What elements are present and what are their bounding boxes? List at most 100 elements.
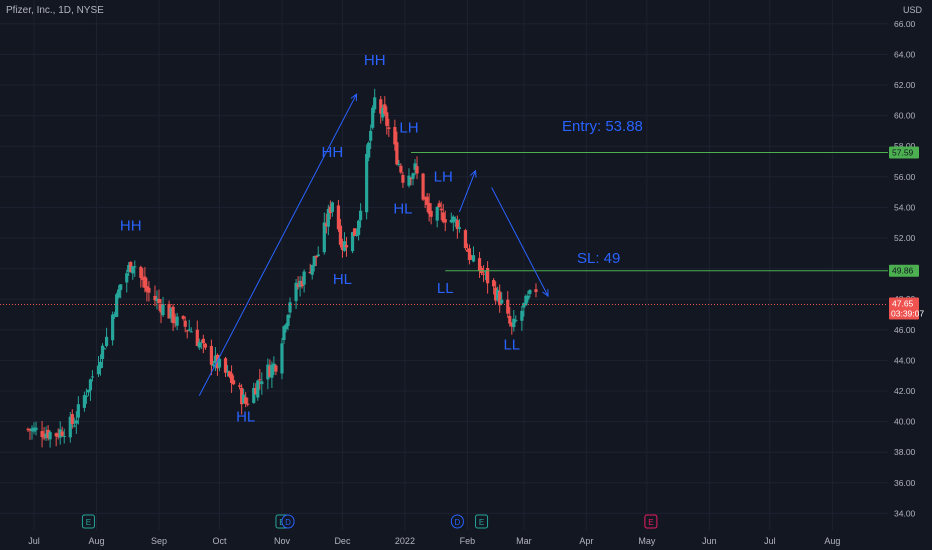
pivot-label-lh: LH <box>399 119 418 136</box>
candle-body <box>139 266 143 278</box>
symbol-title[interactable]: Pfizer, Inc., 1D, NYSE <box>6 5 104 16</box>
candle-body <box>330 202 334 212</box>
candle-body <box>471 255 476 262</box>
candle-body <box>56 433 60 437</box>
candle-body <box>481 273 486 275</box>
x-tick-label: Aug <box>824 536 840 546</box>
candle-body <box>465 249 470 252</box>
candle-body <box>354 234 359 236</box>
candle-body <box>411 173 415 179</box>
entry-price-label: 57.59 <box>892 147 914 157</box>
candle-body <box>379 99 383 114</box>
candle-body <box>373 97 377 110</box>
candle-body <box>197 342 201 348</box>
candle-body <box>74 420 78 424</box>
candle-body <box>252 388 256 403</box>
candle-body <box>512 318 516 328</box>
candle-body <box>510 323 514 327</box>
candle-body <box>369 130 373 141</box>
candle-body <box>227 371 232 377</box>
candle-body <box>260 381 264 385</box>
dividend-icon <box>450 514 464 529</box>
x-tick-label: Jul <box>28 536 40 546</box>
candle-body <box>217 358 222 368</box>
candle-body <box>328 206 332 213</box>
candle-body <box>102 348 107 350</box>
candle-body <box>356 220 361 236</box>
candle-body <box>383 104 387 114</box>
candle-body <box>409 178 413 180</box>
candle-body <box>34 427 38 431</box>
candle-body <box>203 343 207 348</box>
candle-body <box>258 379 262 381</box>
candle-body <box>145 286 149 292</box>
candle-body <box>415 166 419 174</box>
candle-body <box>54 433 58 437</box>
candle-body <box>62 436 66 438</box>
candle-body <box>143 276 147 288</box>
candle-body <box>40 431 44 437</box>
candle-body <box>326 208 330 227</box>
candle-body <box>524 295 528 306</box>
y-tick-label: 34.00 <box>894 508 916 518</box>
candle-body <box>350 232 355 252</box>
candle-body <box>274 365 278 372</box>
candle-body <box>223 358 228 373</box>
candle-body <box>187 329 191 331</box>
candle-body <box>371 107 375 128</box>
candle-body <box>90 376 95 378</box>
candle-body <box>58 429 62 438</box>
candle-body <box>393 127 397 145</box>
candle-body <box>201 338 205 343</box>
candle-body <box>506 299 510 314</box>
candle-body <box>211 364 216 366</box>
bounce-arrow-head <box>470 169 477 178</box>
last-price-label-bg <box>889 297 919 320</box>
candle-body <box>413 163 417 170</box>
candle-body <box>457 227 461 229</box>
candle-body <box>213 355 218 364</box>
candle-body <box>340 241 345 251</box>
pivot-label-hh: HH <box>364 52 386 69</box>
candle-body <box>100 345 105 360</box>
uptrend-arrow-head <box>350 93 358 102</box>
candle-body <box>98 361 103 369</box>
candle-body <box>496 289 500 301</box>
candle-body <box>435 206 439 221</box>
candle-body <box>365 153 369 213</box>
candle-body <box>463 230 468 249</box>
candle-body <box>246 403 250 405</box>
candle-body <box>494 287 498 301</box>
candle-body <box>477 258 482 272</box>
candle-body <box>244 397 248 404</box>
candle-body <box>401 175 405 183</box>
candle-body <box>131 266 135 274</box>
x-tick-label: May <box>638 536 656 546</box>
candle-body <box>437 203 441 208</box>
candle-body <box>82 395 86 408</box>
candle-body <box>141 277 145 281</box>
x-tick-label: Jun <box>702 536 717 546</box>
candle-body <box>254 388 258 395</box>
pivot-label-lh: LH <box>434 168 453 185</box>
x-tick-label: 2022 <box>395 536 415 546</box>
candle-body <box>358 210 363 221</box>
candle-body <box>514 320 518 322</box>
y-tick-label: 58.00 <box>894 141 916 151</box>
x-tick-label: Oct <box>212 536 227 546</box>
x-tick-label: Apr <box>579 536 593 546</box>
candle-body <box>308 271 312 274</box>
y-tick-label: 60.00 <box>894 111 916 121</box>
y-tick-label: 42.00 <box>894 386 916 396</box>
earnings-icon-text: E <box>86 518 91 527</box>
candle-body <box>385 112 389 126</box>
candle-body <box>195 329 199 346</box>
candle-body <box>352 228 357 236</box>
candle-body <box>46 429 50 439</box>
candle-body <box>280 343 284 374</box>
candle-body <box>48 432 52 440</box>
candle-body <box>498 291 502 306</box>
candle-body <box>453 218 457 221</box>
